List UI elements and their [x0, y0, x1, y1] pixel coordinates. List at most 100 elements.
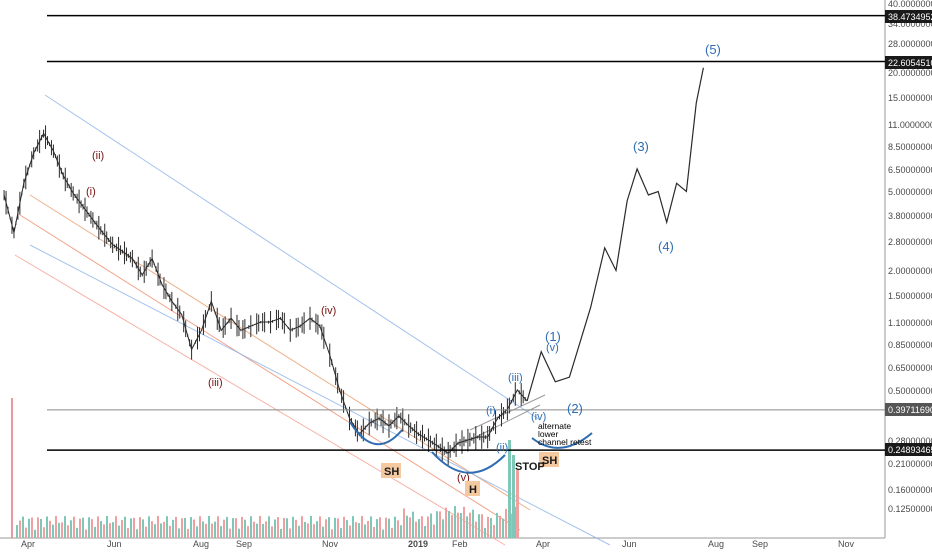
volume-bar [265, 521, 267, 538]
volume-bar [106, 516, 108, 538]
volume-bar [298, 525, 300, 538]
volume-bar [289, 528, 291, 538]
volume-bar [418, 519, 420, 538]
wave-label-iv-blue: (iv) [531, 411, 546, 423]
volume-bar [46, 516, 48, 538]
volume-bar [337, 518, 339, 538]
volume-bar [325, 519, 327, 538]
pattern-box [539, 452, 559, 467]
volume-bar [445, 507, 447, 538]
volume-bar [121, 520, 123, 538]
note-line: lower [538, 429, 558, 439]
wave-label-i-red: (i) [86, 186, 96, 198]
x-tick-label: Aug [708, 539, 724, 549]
volume-bar [220, 526, 222, 538]
volume-bar [145, 526, 147, 538]
volume-bar [307, 523, 309, 538]
volume-bar [364, 524, 366, 538]
price-tags: 38.47349524 22.60545101 0.39711690 0.248… [885, 10, 932, 456]
volume-bar [172, 519, 174, 538]
wave-label-3: (3) [633, 139, 649, 154]
y-tick-label: 40.00000000 [888, 0, 932, 9]
projection-path [526, 67, 704, 402]
volume-bar [469, 512, 471, 538]
volume-bar [115, 516, 117, 538]
volume-bar [235, 518, 237, 538]
y-tick-label: 20.00000000 [888, 68, 932, 78]
volume-bar [55, 516, 57, 538]
x-tick-label: Nov [322, 539, 339, 549]
volume-bar [304, 521, 306, 538]
volume-bar [226, 516, 228, 538]
volume-bar [88, 517, 90, 538]
price-tag-label: 22.60545101 [888, 58, 932, 68]
y-tick-label: 0.12500000 [888, 504, 932, 514]
volume-bar [205, 523, 207, 538]
x-tick-label: Sep [752, 539, 768, 549]
y-tick-label: 0.50000000 [888, 386, 932, 396]
volume-bar [193, 519, 195, 538]
volume-bar [214, 521, 216, 538]
volume-bar [253, 521, 255, 538]
wave-label-1: (1) [545, 329, 561, 344]
horizontal-price-lines[interactable] [47, 14, 885, 451]
volume-bar [274, 519, 276, 538]
volume-bar [385, 517, 387, 538]
volume-bar [31, 517, 33, 538]
volume-bar [76, 527, 78, 538]
y-tick-label: 3.80000000 [888, 211, 932, 221]
volume-bar [52, 524, 54, 538]
volume-bar [49, 520, 51, 538]
volume-bar [316, 521, 318, 538]
volume-bar [358, 523, 360, 538]
y-tick-label: 1.10000000 [888, 318, 932, 328]
volume-bar [516, 470, 519, 538]
blue-wave-labels: (1) (2) (3) (4) (5) (i) (ii) (iii) (iv) … [486, 42, 721, 454]
y-tick-label: 0.21000000 [888, 459, 932, 469]
volume-bar [244, 519, 246, 538]
price-tag-label: 0.39711690 [888, 405, 932, 415]
price-line [3, 132, 528, 454]
volume-bar [328, 517, 330, 538]
volume-bar [94, 526, 96, 538]
volume-bar [487, 516, 489, 538]
volume-bar [196, 526, 198, 538]
wave-label-2: (2) [567, 401, 583, 416]
volume-bar [400, 525, 402, 538]
volume-bar [217, 516, 219, 538]
volume-bar [397, 520, 399, 538]
volume-bar [490, 518, 492, 538]
time-axis[interactable]: Apr Jun Aug Sep Nov 2019 Feb Apr Jun Aug… [21, 539, 855, 549]
volume-bar [496, 512, 498, 538]
price-axis[interactable]: 40.00000000 34.00000000 28.00000000 20.0… [888, 0, 932, 514]
y-tick-label: 28.00000000 [888, 39, 932, 49]
price-tag [885, 56, 932, 69]
volume-bar [499, 515, 501, 538]
stop-label: STOP [515, 461, 545, 473]
x-tick-label: Feb [452, 539, 468, 549]
volume-bar [292, 516, 294, 538]
volume-bar [28, 518, 30, 538]
x-tick-label: Nov [838, 539, 855, 549]
volume-bar [103, 524, 105, 538]
volume-bar [286, 518, 288, 538]
volume-bar [322, 526, 324, 538]
volume-bar [142, 519, 144, 538]
volume-bar [310, 516, 312, 538]
volume-bar [73, 516, 75, 538]
volume-bar [361, 516, 363, 538]
price-tag-label: 38.47349524 [888, 12, 932, 22]
volume-bar [67, 525, 69, 538]
volume-bar [340, 528, 342, 538]
volume-bar [202, 521, 204, 538]
volume-bar [460, 512, 462, 538]
volume-bar [79, 518, 81, 538]
y-tick-label: 6.50000000 [888, 165, 932, 175]
x-tick-label: Jun [107, 539, 122, 549]
volume-bar [199, 516, 201, 538]
volume-bar [346, 520, 348, 538]
y-tick-label: 0.28000000 [888, 436, 932, 446]
